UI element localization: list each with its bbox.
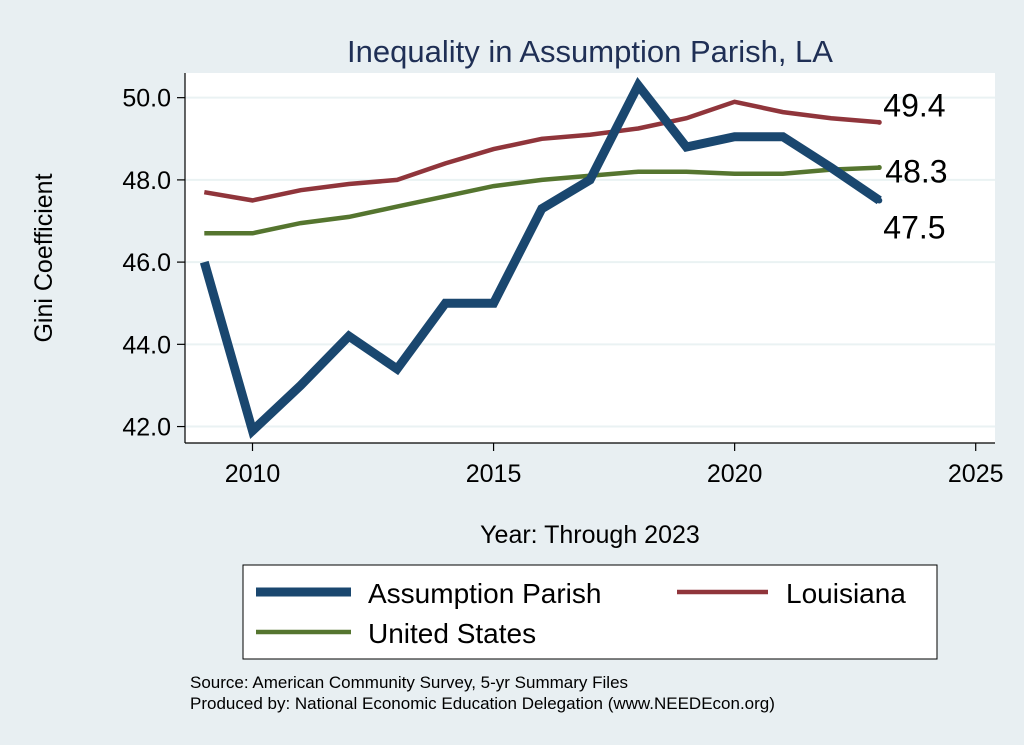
source-note: Source: American Community Survey, 5-yr … [190,673,628,692]
x-axis-title: Year: Through 2023 [480,521,700,549]
y-tick-label: 48.0 [122,167,171,195]
series-line-assumption-parish [199,76,882,440]
series-line-louisiana [203,99,880,203]
series-end-point-united-states [876,165,882,171]
legend-label-assumption-parish: Assumption Parish [368,578,601,609]
chart-title: Inequality in Assumption Parish, LA [347,34,833,69]
end-label-louisiana: 49.4 [883,87,945,123]
end-label-united-states: 48.3 [885,154,947,190]
plot-area [185,73,995,443]
x-tick-label: 2025 [948,460,1004,488]
series-end-point-louisiana [876,119,882,125]
x-tick-label: 2015 [466,460,522,488]
x-tick-label: 2020 [707,460,763,488]
series-lines [199,76,883,440]
series-line-united-states [204,165,880,236]
x-tick-label: 2010 [225,460,281,488]
legend-box [242,564,938,660]
legend-label-united-states: United States [368,618,536,649]
y-tick-label: 42.0 [122,414,171,442]
y-tick-label: 46.0 [122,249,171,277]
y-axis-title: Gini Coefficient [30,173,58,342]
end-labels: 47.5 49.4 48.3 [883,87,947,245]
produced-by-note: Produced by: National Economic Education… [190,694,775,713]
grid-lines [185,96,995,428]
y-tick-label: 44.0 [122,331,171,359]
axes: 42.0 44.0 46.0 48.0 50.0 2010 2015 2020 2025 [122,73,1004,488]
legend: Assumption Parish Louisiana United State… [242,564,938,660]
legend-label-louisiana: Louisiana [786,578,906,609]
y-tick-label: 50.0 [122,85,171,113]
series-end-point-assumption-parish [876,197,883,204]
end-label-assumption-parish: 47.5 [883,209,945,245]
